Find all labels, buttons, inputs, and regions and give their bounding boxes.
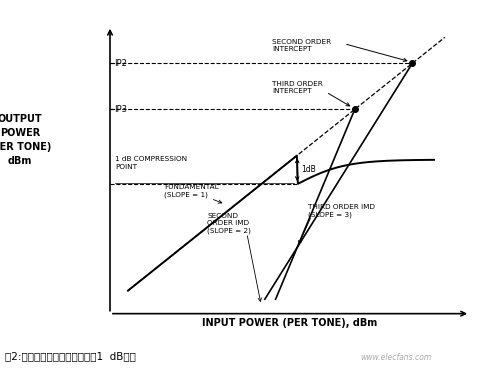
Text: FUNDAMENTAL
(SLOPE = 1): FUNDAMENTAL (SLOPE = 1) <box>164 184 218 198</box>
X-axis label: INPUT POWER (PER TONE), dBm: INPUT POWER (PER TONE), dBm <box>202 318 378 328</box>
Text: 1 dB COMPRESSION
POINT: 1 dB COMPRESSION POINT <box>116 156 188 170</box>
Text: IP3: IP3 <box>114 105 128 114</box>
Text: 图2:交调截点的定义与放大器的1  dB压缩: 图2:交调截点的定义与放大器的1 dB压缩 <box>5 352 136 362</box>
Text: OUTPUT
POWER
(PER TONE)
dBm: OUTPUT POWER (PER TONE) dBm <box>0 114 52 166</box>
Text: THIRD ORDER
INTERCEPT: THIRD ORDER INTERCEPT <box>272 80 323 94</box>
Text: IP2: IP2 <box>114 59 127 68</box>
Text: www.elecfans.com: www.elecfans.com <box>360 353 431 362</box>
Text: SECOND
ORDER IMD
(SLOPE = 2): SECOND ORDER IMD (SLOPE = 2) <box>207 213 251 234</box>
Text: THIRD ORDER IMD
(SLOPE = 3): THIRD ORDER IMD (SLOPE = 3) <box>308 204 375 218</box>
Text: 1dB: 1dB <box>302 165 316 174</box>
Text: SECOND ORDER
INTERCEPT: SECOND ORDER INTERCEPT <box>272 39 331 52</box>
